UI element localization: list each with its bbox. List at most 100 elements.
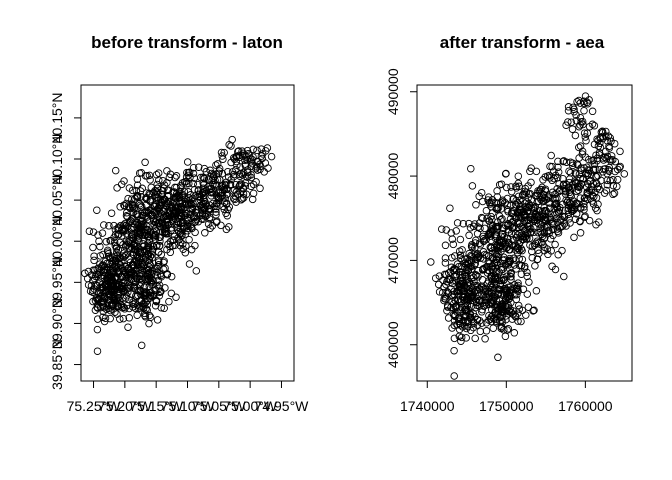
data-point bbox=[476, 327, 485, 336]
data-point bbox=[561, 190, 570, 198]
data-point bbox=[445, 276, 454, 284]
data-point bbox=[153, 193, 161, 201]
data-point bbox=[222, 200, 231, 208]
data-point bbox=[481, 335, 489, 343]
data-point bbox=[87, 281, 96, 290]
data-point bbox=[179, 245, 187, 253]
data-point bbox=[521, 230, 530, 238]
data-point bbox=[525, 234, 534, 243]
data-point bbox=[151, 301, 160, 310]
data-point bbox=[463, 259, 472, 267]
data-point bbox=[620, 170, 629, 178]
data-point bbox=[486, 229, 495, 237]
data-point bbox=[605, 167, 613, 175]
data-point bbox=[551, 195, 560, 203]
data-point bbox=[450, 346, 458, 355]
data-point bbox=[249, 153, 257, 161]
data-point bbox=[580, 205, 588, 214]
data-point bbox=[93, 304, 102, 312]
data-point bbox=[616, 147, 624, 156]
data-point bbox=[469, 273, 478, 282]
data-point bbox=[189, 169, 198, 178]
data-point bbox=[502, 244, 511, 252]
data-point bbox=[133, 236, 142, 244]
data-point bbox=[146, 252, 155, 261]
data-point bbox=[546, 162, 554, 171]
data-point bbox=[596, 143, 605, 152]
data-point bbox=[450, 334, 459, 343]
data-point bbox=[611, 167, 619, 176]
data-point bbox=[538, 194, 547, 202]
data-point bbox=[475, 219, 484, 227]
data-point bbox=[510, 261, 519, 269]
data-point bbox=[496, 313, 505, 322]
data-point bbox=[602, 127, 610, 136]
data-point bbox=[539, 176, 547, 184]
x-tick-label: 75.10°W bbox=[161, 398, 216, 414]
data-point bbox=[544, 209, 552, 217]
x-tick-label: 75.25°W bbox=[67, 398, 122, 414]
data-point bbox=[585, 122, 594, 131]
data-point bbox=[523, 290, 532, 298]
y-axis-after: 460000 470000 480000 490000 bbox=[385, 68, 418, 368]
data-point bbox=[100, 317, 109, 326]
data-point bbox=[94, 231, 102, 239]
x-tick-label: 1750000 bbox=[479, 398, 534, 414]
data-point bbox=[521, 262, 529, 271]
data-point bbox=[551, 265, 560, 274]
data-point bbox=[463, 295, 471, 304]
data-point bbox=[529, 307, 537, 315]
data-point bbox=[493, 187, 501, 195]
data-point bbox=[171, 210, 179, 219]
data-point bbox=[497, 302, 506, 310]
data-point bbox=[467, 265, 476, 273]
data-point bbox=[540, 194, 549, 202]
data-point bbox=[144, 232, 153, 241]
data-point bbox=[116, 221, 125, 230]
data-point bbox=[212, 211, 220, 219]
data-point bbox=[139, 240, 147, 248]
data-point bbox=[201, 205, 209, 214]
data-point bbox=[517, 317, 525, 326]
data-point bbox=[226, 180, 235, 189]
data-point bbox=[580, 203, 588, 211]
data-point bbox=[495, 242, 504, 251]
data-point bbox=[232, 188, 241, 196]
data-point bbox=[154, 261, 163, 269]
data-point bbox=[98, 229, 107, 237]
data-point bbox=[475, 192, 483, 201]
data-point bbox=[475, 296, 483, 305]
data-point bbox=[125, 314, 133, 322]
data-point bbox=[487, 202, 495, 211]
data-point bbox=[476, 254, 485, 262]
data-point bbox=[598, 127, 607, 136]
data-point bbox=[467, 251, 475, 260]
data-point bbox=[501, 332, 510, 341]
data-point bbox=[506, 215, 515, 223]
x-tick-label: 75.15°W bbox=[129, 398, 184, 414]
data-point bbox=[513, 284, 521, 293]
data-point bbox=[125, 244, 134, 252]
data-point bbox=[249, 180, 258, 189]
data-point bbox=[543, 172, 552, 180]
data-point bbox=[153, 268, 161, 276]
data-point bbox=[448, 324, 456, 332]
data-point bbox=[492, 300, 501, 309]
data-point bbox=[524, 216, 533, 225]
data-point bbox=[160, 229, 169, 237]
y-axis-before: 39.85°N39.90°N39.95°N40.00°N40.05°N40.10… bbox=[49, 93, 82, 390]
data-point bbox=[571, 215, 580, 223]
data-point bbox=[212, 181, 221, 190]
data-point bbox=[446, 204, 454, 212]
data-point bbox=[228, 168, 237, 176]
data-point bbox=[160, 225, 169, 234]
data-point bbox=[91, 306, 100, 314]
data-point bbox=[107, 209, 116, 217]
data-point bbox=[213, 202, 221, 211]
data-point bbox=[116, 261, 125, 269]
data-point bbox=[167, 272, 176, 281]
data-point bbox=[574, 161, 582, 169]
data-point bbox=[491, 264, 500, 272]
data-point bbox=[235, 153, 244, 162]
data-point bbox=[497, 322, 505, 331]
